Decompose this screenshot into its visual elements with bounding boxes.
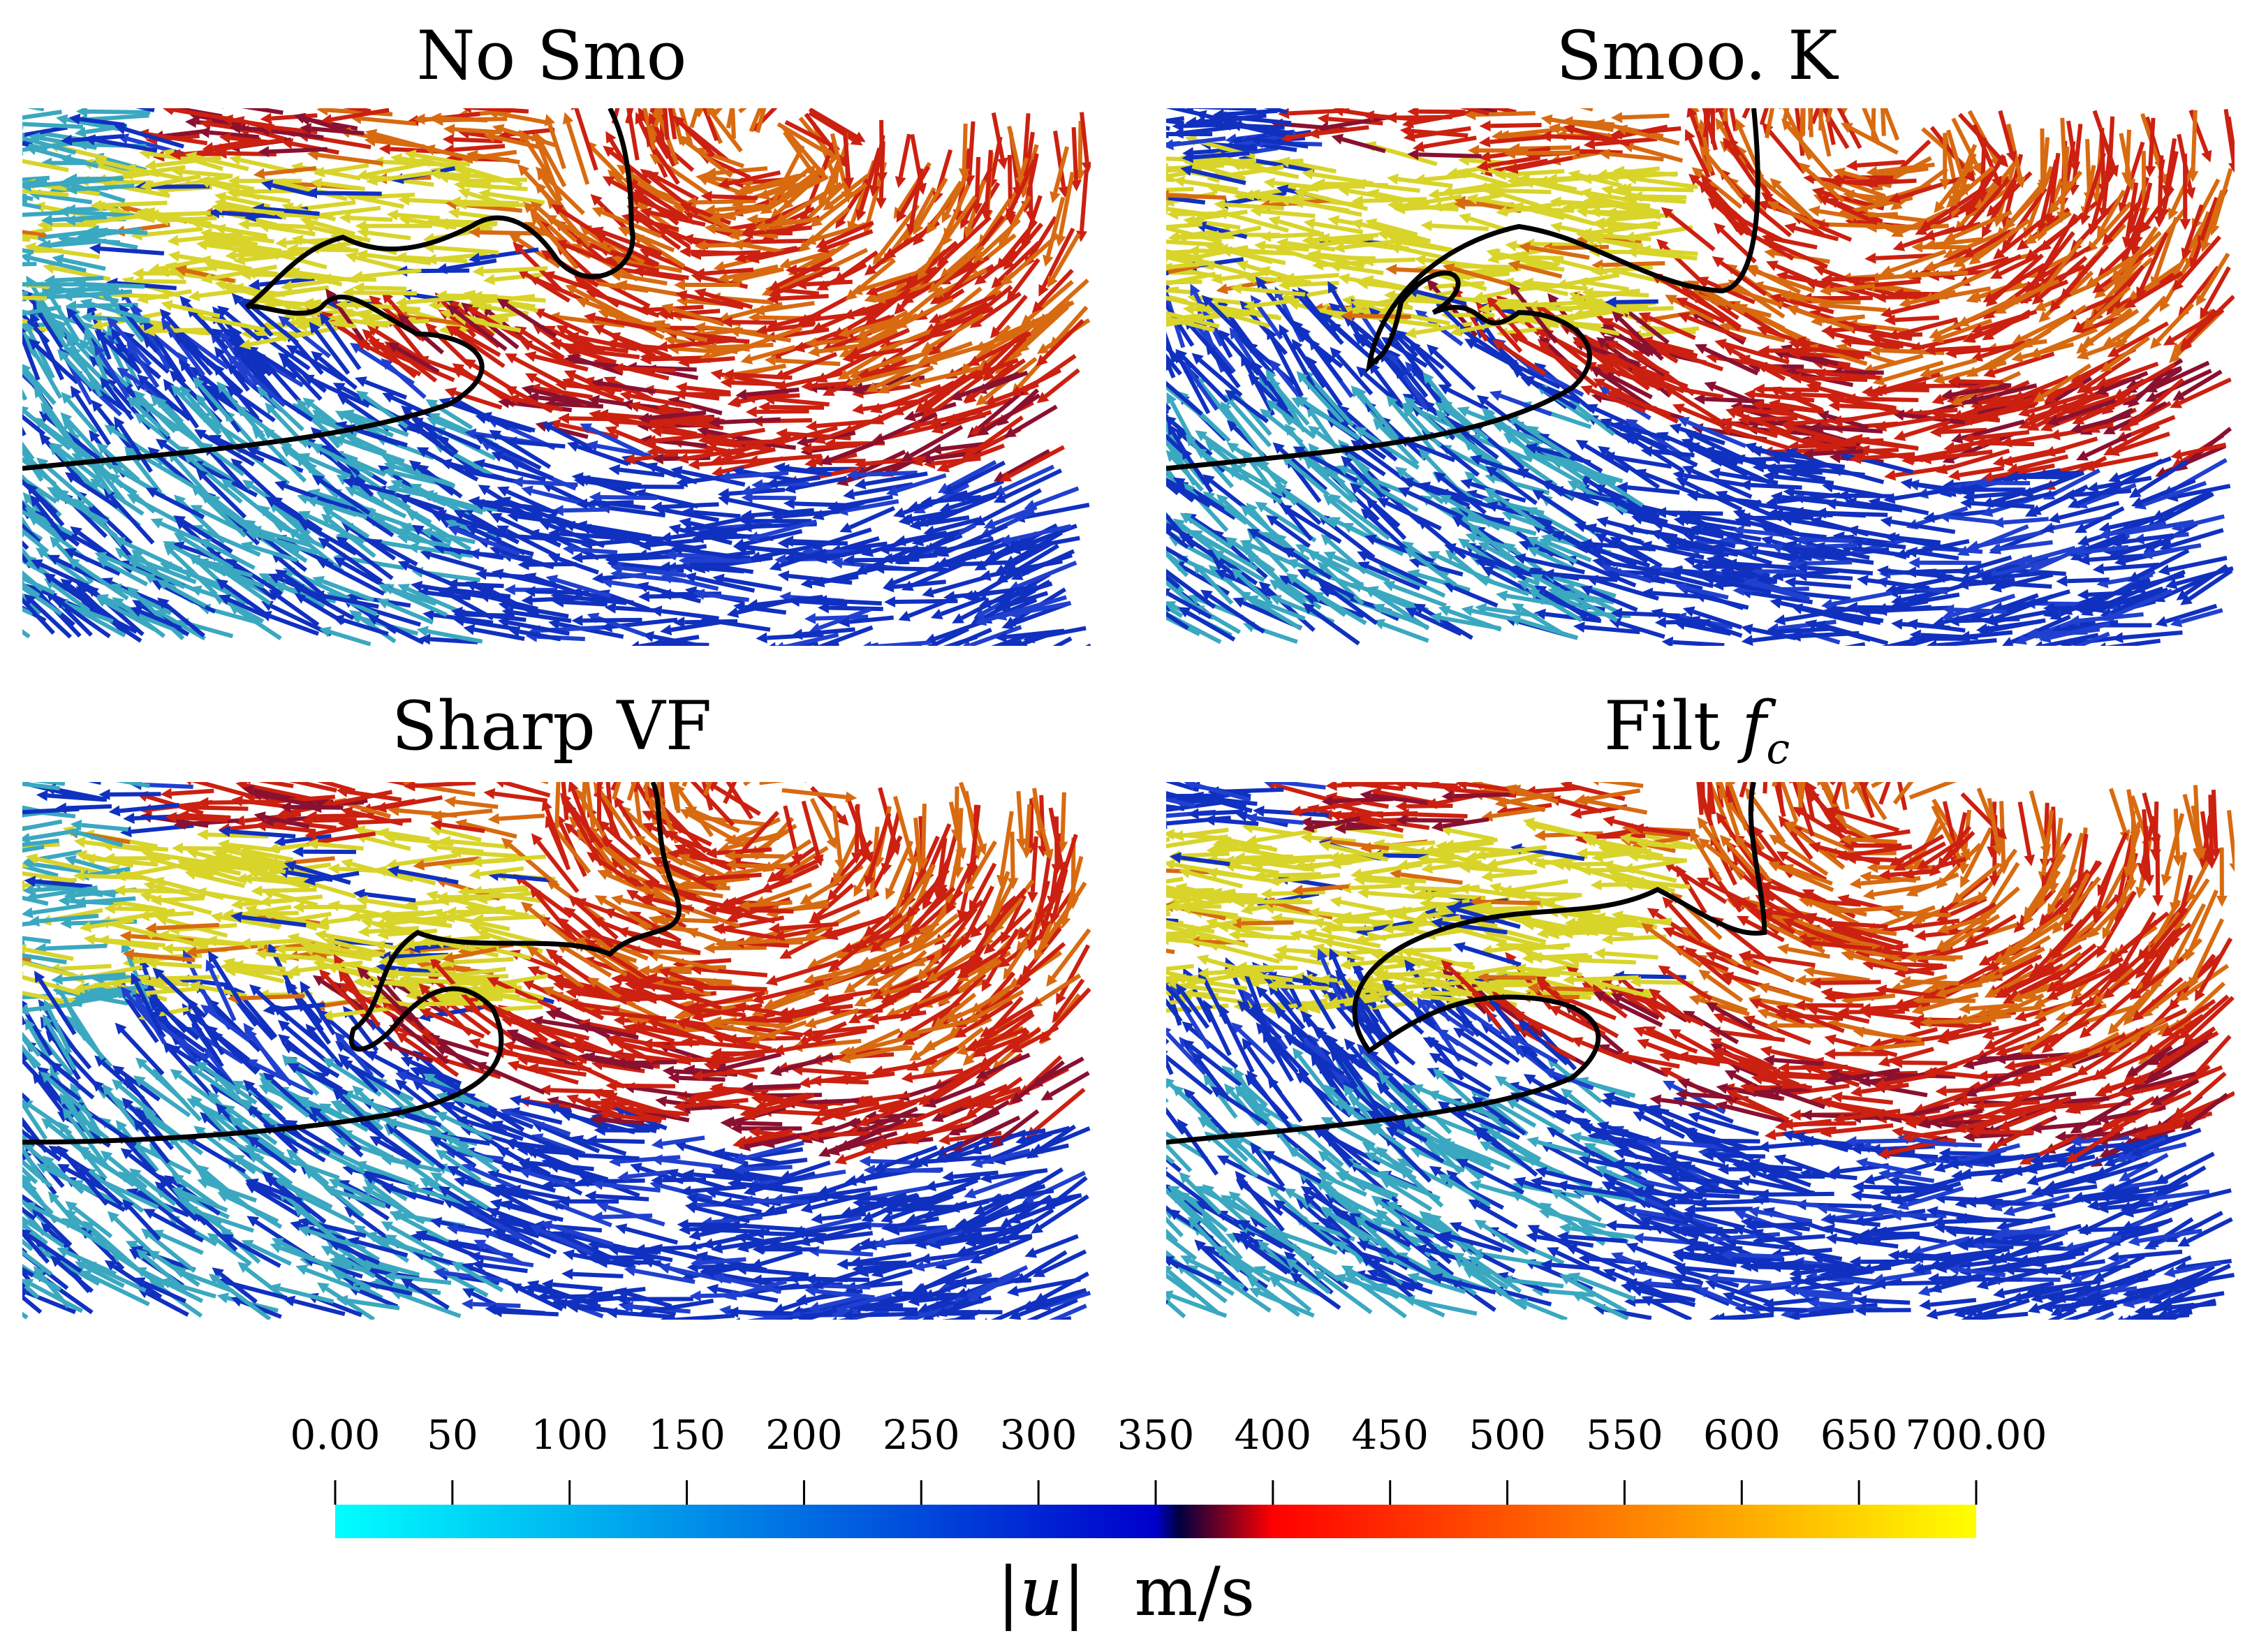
interface-contour <box>22 782 682 1145</box>
colorbar-tick-label: 700.00 <box>1905 1411 2047 1459</box>
colorbar-tick-label: 300 <box>999 1411 1077 1459</box>
colorbar-tick-label: 150 <box>648 1411 726 1459</box>
vector-field-panel-filt-fc <box>1166 782 2235 1320</box>
velocity-arrows <box>1166 108 2235 646</box>
panel-title-filt-fc: Filt fc <box>1603 687 1790 774</box>
interface-contour <box>1166 782 1767 1145</box>
colorbar-tick-label: 50 <box>426 1411 478 1459</box>
vector-field-panel-sharp-vf <box>22 782 1091 1320</box>
velocity-arrows <box>1166 782 2235 1320</box>
colorbar-tick-label: 400 <box>1234 1411 1312 1459</box>
colorbar-tick-label: 0.00 <box>290 1411 381 1459</box>
colorbar <box>334 1480 1978 1538</box>
panel-title-smoo-k: Smoo. K <box>1556 17 1838 95</box>
colorbar-tick-label: 250 <box>882 1411 960 1459</box>
colorbar-ticks <box>334 1480 1978 1505</box>
vector-field-panel-smoo-k <box>1166 108 2235 646</box>
vector-field-panel-no-smo <box>22 108 1091 646</box>
velocity-arrows <box>22 782 1091 1320</box>
colorbar-tick-label: 200 <box>765 1411 843 1459</box>
colorbar-tick-label: 650 <box>1820 1411 1898 1459</box>
colorbar-tick-label: 550 <box>1586 1411 1663 1459</box>
colorbar-gradient <box>335 1505 1976 1538</box>
interface-contour <box>22 108 635 471</box>
colorbar-tick-label: 450 <box>1351 1411 1429 1459</box>
colorbar-tick-label: 100 <box>531 1411 609 1459</box>
colorbar-tick-label: 500 <box>1469 1411 1546 1459</box>
panel-title-no-smo: No Smo <box>416 17 687 95</box>
colorbar-tick-label: 600 <box>1702 1411 1781 1459</box>
colorbar-tick-label: 350 <box>1117 1411 1195 1459</box>
interface-contour <box>1166 108 1760 471</box>
velocity-arrows <box>22 108 1091 646</box>
panel-title-sharp-vf: Sharp VF <box>391 687 712 765</box>
colorbar-title: |u| m/s <box>996 1553 1256 1631</box>
